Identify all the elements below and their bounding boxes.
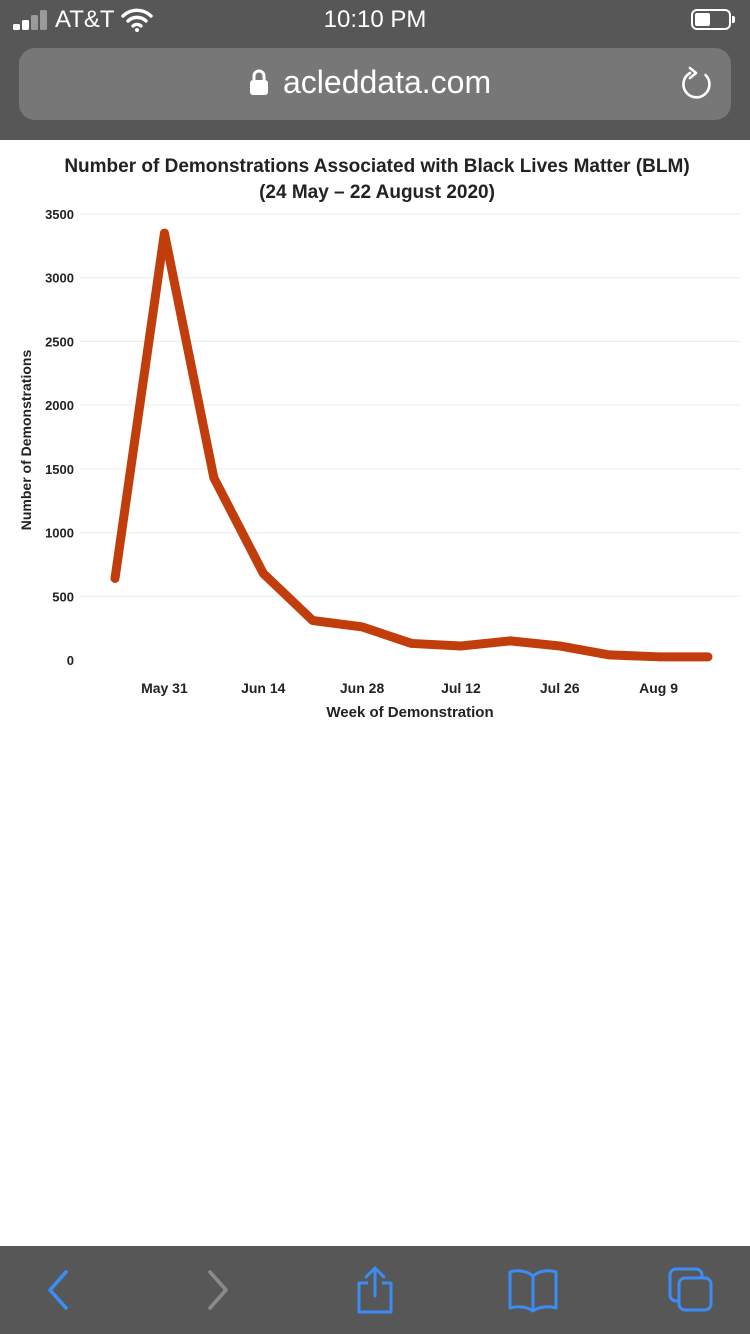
y-tick-label: 500: [52, 589, 74, 604]
reload-icon[interactable]: [679, 66, 713, 102]
data-point: [262, 572, 264, 574]
signal-strength-icon: [13, 10, 51, 30]
carrier-name: AT&T: [55, 6, 115, 33]
book-icon[interactable]: [506, 1266, 560, 1314]
data-point: [509, 640, 511, 642]
x-axis-title: Week of Demonstration: [326, 704, 494, 721]
y-tick-label: 2000: [45, 398, 74, 413]
chart-title: Number of Demonstrations Associated with…: [0, 154, 750, 206]
y-tick-label: 1500: [45, 462, 74, 477]
y-tick-label: 3500: [45, 207, 74, 222]
y-tick-label: 1000: [45, 526, 74, 541]
url-text[interactable]: acleddata.com: [283, 64, 492, 100]
x-tick-label: Jun 14: [241, 680, 286, 696]
line-chart: 0 500 1000 1500 2000 2500 3000 3500 May 31 Jun 14…: [45, 207, 740, 696]
x-tick-label: Aug 9: [639, 680, 678, 696]
x-tick-label: Jun 28: [340, 680, 385, 696]
data-point: [213, 477, 215, 479]
tabs-icon[interactable]: [666, 1266, 716, 1314]
series-line: [110, 228, 713, 662]
data-point: [411, 642, 412, 644]
data-point: [114, 577, 116, 579]
x-tick-label: May 31: [141, 680, 188, 696]
data-point: [707, 656, 709, 658]
address-bar[interactable]: acleddata.com: [19, 48, 731, 120]
data-point: [658, 656, 660, 658]
y-tick-label: 0: [67, 653, 74, 668]
status-bar: AT&T 10:10 PM: [0, 0, 750, 40]
data-point: [608, 654, 610, 656]
data-point: [361, 626, 363, 628]
battery-icon: [691, 9, 735, 30]
chart-title-line-2: (24 May – 22 August 2020): [259, 182, 495, 203]
data-point: [163, 232, 165, 234]
browser-top-bar: AT&T 10:10 PM acleddata.com: [0, 0, 750, 140]
x-tick-label: Jul 12: [441, 680, 481, 696]
wifi-icon: [121, 8, 153, 32]
y-tick-label: 3000: [45, 271, 74, 286]
y-tick-label: 2500: [45, 334, 74, 349]
lock-icon: [250, 69, 268, 95]
data-point: [460, 645, 462, 647]
status-time: 10:10 PM: [323, 6, 427, 33]
back-icon[interactable]: [42, 1266, 76, 1314]
data-point: [559, 645, 561, 647]
browser-bottom-toolbar: [0, 1246, 750, 1334]
forward-icon[interactable]: [200, 1266, 234, 1314]
x-tick-label: Jul 26: [540, 680, 580, 696]
chart-title-line-1: Number of Demonstrations Associated with…: [64, 156, 690, 177]
data-point: [312, 619, 314, 621]
share-icon[interactable]: [353, 1266, 397, 1316]
